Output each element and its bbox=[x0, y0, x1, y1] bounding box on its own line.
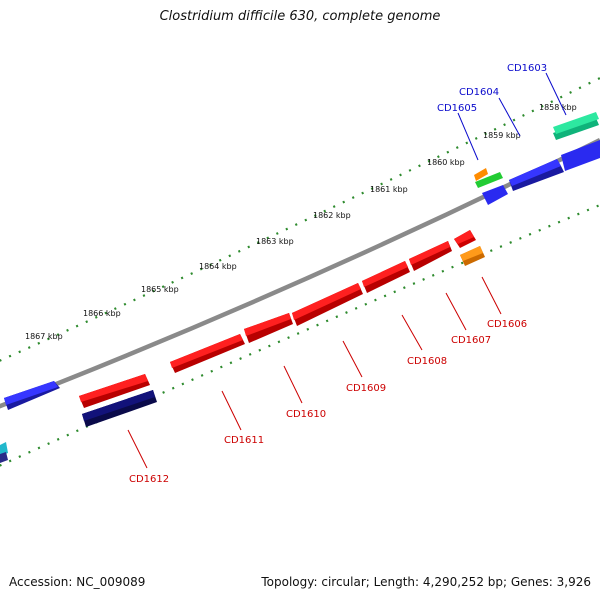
leader-line-cd1609 bbox=[342, 340, 363, 378]
scale-label-1866: 1866 kbp bbox=[83, 309, 121, 318]
gene-feature-cd1611[interactable] bbox=[170, 334, 245, 373]
gene-feature-cd1604[interactable] bbox=[509, 140, 600, 191]
leader-line-cd1604 bbox=[498, 97, 521, 137]
gene-label-cd1610[interactable]: CD1610 bbox=[286, 409, 326, 420]
gene-label-cd1605[interactable]: CD1605 bbox=[437, 103, 477, 114]
leader-line-cd1610 bbox=[283, 365, 303, 404]
scale-label-1863: 1863 kbp bbox=[256, 237, 294, 246]
gene-feature-cd1605-small[interactable] bbox=[474, 168, 503, 188]
leader-line-cd1605 bbox=[457, 112, 479, 161]
gene-label-cd1606[interactable]: CD1606 bbox=[487, 319, 527, 330]
scale-label-1861: 1861 kbp bbox=[370, 185, 408, 194]
genome-summary-text: Topology: circular; Length: 4,290,252 bp… bbox=[261, 575, 591, 589]
scale-label-1860: 1860 kbp bbox=[427, 158, 465, 167]
leader-line-cd1607 bbox=[445, 292, 467, 331]
gene-feature-cd1612[interactable] bbox=[82, 390, 157, 427]
gene-label-cd1608[interactable]: CD1608 bbox=[407, 356, 447, 367]
gene-label-cd1612[interactable]: CD1612 bbox=[129, 474, 169, 485]
leader-line-cd1612 bbox=[127, 429, 148, 469]
gene-label-cd1607[interactable]: CD1607 bbox=[451, 335, 491, 346]
gene-label-cd1604[interactable]: CD1604 bbox=[459, 87, 499, 98]
gene-feature-cd1608[interactable] bbox=[362, 261, 410, 293]
gene-feature-cd1606[interactable] bbox=[460, 246, 485, 266]
gene-feature-cd1609[interactable] bbox=[292, 283, 363, 326]
scale-label-1864: 1864 kbp bbox=[199, 262, 237, 271]
leader-line-cd1606 bbox=[481, 276, 502, 315]
gene-feature-cd1606-small[interactable] bbox=[454, 230, 476, 248]
leader-line-cd1611 bbox=[221, 390, 242, 431]
gene-feature-cd1610[interactable] bbox=[244, 313, 293, 343]
leader-line-cd1603 bbox=[545, 72, 567, 116]
scale-label-1867: 1867 kbp bbox=[25, 332, 63, 341]
gene-label-cd1609[interactable]: CD1609 bbox=[346, 383, 386, 394]
gene-label-cd1603[interactable]: CD1603 bbox=[507, 63, 547, 74]
gene-feature-cd1603[interactable] bbox=[553, 112, 599, 140]
scale-label-1862: 1862 kbp bbox=[313, 211, 351, 220]
gene-feature-cd1607[interactable] bbox=[409, 241, 452, 271]
gene-feature-cd1605[interactable] bbox=[482, 185, 508, 205]
gene-feature-cd1612-red[interactable] bbox=[79, 374, 150, 408]
scale-label-1865: 1865 kbp bbox=[141, 285, 179, 294]
scale-label-1859: 1859 kbp bbox=[483, 131, 521, 140]
gene-label-cd1611[interactable]: CD1611 bbox=[224, 435, 264, 446]
inner-tick-track bbox=[0, 203, 600, 467]
map-title: Clostridium difficile 630, complete geno… bbox=[159, 9, 441, 24]
scale-label-1858: 1858 kbp bbox=[539, 103, 577, 112]
accession-text: Accession: NC_009089 bbox=[9, 575, 146, 589]
gene-feature-left-blue[interactable] bbox=[4, 381, 60, 410]
gene-feature-left-cyan[interactable] bbox=[0, 442, 8, 463]
leader-line-cd1608 bbox=[401, 314, 423, 351]
